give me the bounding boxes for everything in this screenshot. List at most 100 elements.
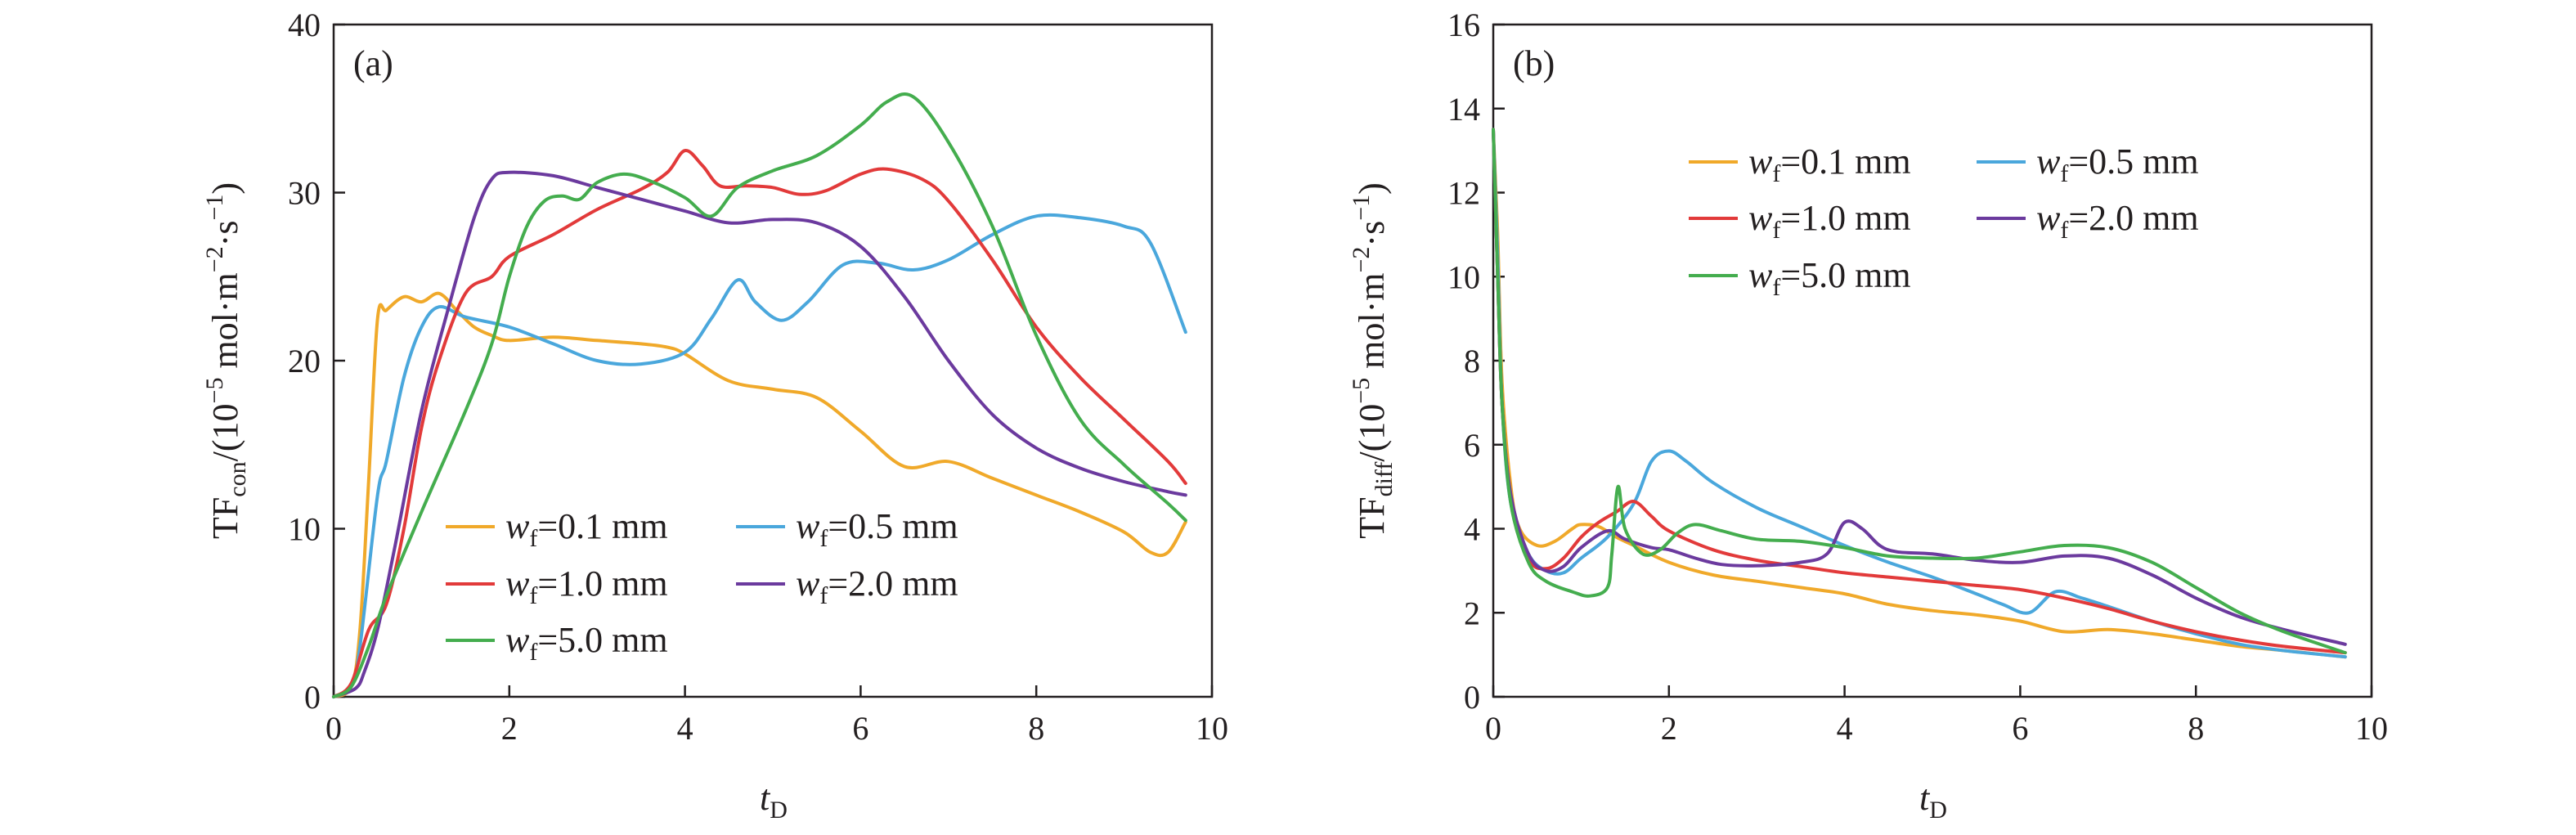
svg-text:wf=5.0 mm: wf=5.0 mm bbox=[1748, 255, 1911, 301]
panel-a-yticks: 0 10 20 30 40 bbox=[288, 7, 345, 716]
panel-b-ytick-label-4: 8 bbox=[1464, 343, 1480, 379]
legend-a-wf50-text: =5.0 mm bbox=[537, 620, 667, 660]
panel-a-ytick-label-0: 0 bbox=[304, 679, 321, 716]
panel-a-xlabel: tD bbox=[760, 778, 788, 824]
panel-a-series-wf01 bbox=[332, 291, 1187, 698]
svg-text:wf=1.0 mm: wf=1.0 mm bbox=[1748, 198, 1911, 244]
panel-a-series-wf50 bbox=[332, 92, 1187, 698]
panel-a-ytick-label-3: 30 bbox=[288, 175, 321, 212]
legend-a-wf01-sym: w bbox=[505, 506, 530, 546]
panel-b-ytick-label-5: 10 bbox=[1447, 258, 1480, 295]
legend-a-wf50: wf=5.0 mm bbox=[446, 620, 668, 666]
panel-b-xtick-label-4: 8 bbox=[2188, 710, 2204, 747]
panel-b-series-wf05 bbox=[1492, 128, 2347, 659]
svg-text:wf=0.5 mm: wf=0.5 mm bbox=[796, 506, 958, 552]
legend-a-wf50-sub: f bbox=[529, 639, 537, 666]
legend-b-wf20-text: =2.0 mm bbox=[2068, 198, 2198, 238]
panel-a-ytick-label-1: 10 bbox=[288, 511, 321, 548]
panel-b-ytick-label-0: 0 bbox=[1464, 679, 1480, 716]
panel-b-ytick-label-1: 2 bbox=[1464, 595, 1480, 631]
panel-b-legend: wf=0.1 mm wf=0.5 mm wf=1.0 mm wf=2.0 mm … bbox=[1689, 141, 2199, 301]
panel-a-xticks: 0 2 4 6 8 10 bbox=[325, 685, 1228, 747]
panel-a-ytick-label-4: 40 bbox=[288, 7, 321, 43]
panel-b-series-wf01 bbox=[1492, 128, 2347, 659]
legend-a-wf20: wf=2.0 mm bbox=[736, 563, 958, 609]
legend-b-wf01: wf=0.1 mm bbox=[1689, 141, 1911, 187]
legend-b-wf50: wf=5.0 mm bbox=[1689, 255, 1911, 301]
legend-b-wf05: wf=0.5 mm bbox=[1977, 141, 2199, 187]
panel-a-series-wf05 bbox=[332, 213, 1187, 698]
svg-text:wf=0.1 mm: wf=0.1 mm bbox=[505, 506, 668, 552]
panel-b-xticks: 0 2 4 6 8 10 bbox=[1485, 685, 2388, 747]
panel-b-xtick-label-5: 10 bbox=[2355, 710, 2388, 747]
panel-b-xlabel: tD bbox=[1919, 778, 1947, 824]
legend-a-wf20-sub: f bbox=[819, 582, 828, 609]
legend-a-wf10: wf=1.0 mm bbox=[446, 563, 668, 609]
legend-a-wf10-text: =1.0 mm bbox=[537, 563, 667, 604]
panel-b-ytick-label-8: 16 bbox=[1447, 7, 1480, 43]
svg-text:wf=2.0 mm: wf=2.0 mm bbox=[2036, 198, 2199, 244]
legend-b-wf50-sub: f bbox=[1772, 274, 1780, 301]
legend-b-wf50-sym: w bbox=[1748, 255, 1773, 295]
legend-b-wf10-sub: f bbox=[1772, 217, 1780, 244]
panel-b-frame bbox=[1492, 23, 2373, 698]
legend-b-wf20-sym: w bbox=[2036, 198, 2061, 238]
panel-b-series-wf20 bbox=[1492, 128, 2347, 646]
legend-b-wf10-sym: w bbox=[1748, 198, 1773, 238]
legend-a-wf01-sub: f bbox=[529, 525, 537, 552]
panel-a-legend: wf=0.1 mm wf=0.5 mm wf=1.0 mm wf=2.0 mm … bbox=[446, 506, 958, 666]
legend-b-wf50-text: =5.0 mm bbox=[1780, 255, 1910, 295]
legend-b-wf01-text: =0.1 mm bbox=[1780, 141, 1910, 182]
panel-a-xtick-label-5: 10 bbox=[1196, 710, 1228, 747]
legend-a-wf20-sym: w bbox=[796, 563, 820, 604]
panel-a-label: (a) bbox=[353, 43, 393, 83]
panel-b-ylabel: TFdiff/(10−5 mol·m−2·s−1) bbox=[1348, 182, 1398, 539]
panel-a-ylabel: TFcon/(10−5 mol·m−2·s−1) bbox=[201, 182, 251, 539]
legend-b-wf10: wf=1.0 mm bbox=[1689, 198, 1911, 244]
panel-a-series-lines bbox=[332, 92, 1187, 698]
legend-a-wf05-sub: f bbox=[819, 525, 828, 552]
panel-a-xtick-label-3: 6 bbox=[852, 710, 868, 747]
panel-a-xtick-label-4: 8 bbox=[1028, 710, 1044, 747]
legend-a-wf20-text: =2.0 mm bbox=[828, 563, 958, 604]
legend-b-wf01-sym: w bbox=[1748, 141, 1773, 182]
svg-text:wf=2.0 mm: wf=2.0 mm bbox=[796, 563, 958, 609]
legend-a-wf05: wf=0.5 mm bbox=[736, 506, 958, 552]
panel-b-yticks: 0 2 4 6 8 10 12 14 16 bbox=[1447, 7, 1505, 716]
legend-b-wf20: wf=2.0 mm bbox=[1977, 198, 2199, 244]
panel-a-series-wf10 bbox=[332, 149, 1187, 698]
svg-text:wf=0.5 mm: wf=0.5 mm bbox=[2036, 141, 2199, 187]
legend-b-wf01-sub: f bbox=[1772, 160, 1780, 187]
panel-a-xtick-label-0: 0 bbox=[325, 710, 342, 747]
legend-b-wf20-sub: f bbox=[2060, 217, 2068, 244]
panel-b-ytick-label-6: 12 bbox=[1447, 175, 1480, 212]
panel-b-ytick-label-3: 6 bbox=[1464, 427, 1480, 464]
panel-b-xtick-label-0: 0 bbox=[1485, 710, 1501, 747]
legend-a-wf01-text: =0.1 mm bbox=[537, 506, 667, 546]
panel-b-xtick-label-1: 2 bbox=[1661, 710, 1677, 747]
legend-a-wf10-sub: f bbox=[529, 582, 537, 609]
panel-b-xtick-label-2: 4 bbox=[1837, 710, 1853, 747]
legend-b-wf05-sym: w bbox=[2036, 141, 2061, 182]
legend-a-wf01: wf=0.1 mm bbox=[446, 506, 668, 552]
panel-a-frame bbox=[332, 23, 1214, 698]
panel-a-ytick-label-2: 20 bbox=[288, 343, 321, 379]
legend-a-wf50-sym: w bbox=[505, 620, 530, 660]
panel-a-xtick-label-2: 4 bbox=[677, 710, 693, 747]
legend-a-wf05-sym: w bbox=[796, 506, 820, 546]
panel-b-ytick-label-7: 14 bbox=[1447, 91, 1480, 128]
legend-a-wf05-text: =0.5 mm bbox=[828, 506, 958, 546]
panel-a-series-wf20 bbox=[332, 170, 1187, 698]
panel-b-series-lines bbox=[1492, 128, 2347, 659]
panel-b-label: (b) bbox=[1513, 43, 1555, 83]
svg-text:wf=1.0 mm: wf=1.0 mm bbox=[505, 563, 668, 609]
panel-a-xtick-label-1: 2 bbox=[501, 710, 518, 747]
legend-b-wf05-text: =0.5 mm bbox=[2068, 141, 2198, 182]
legend-b-wf05-sub: f bbox=[2060, 160, 2068, 187]
panel-b-series-wf50 bbox=[1492, 128, 2347, 655]
svg-text:wf=5.0 mm: wf=5.0 mm bbox=[505, 620, 668, 666]
